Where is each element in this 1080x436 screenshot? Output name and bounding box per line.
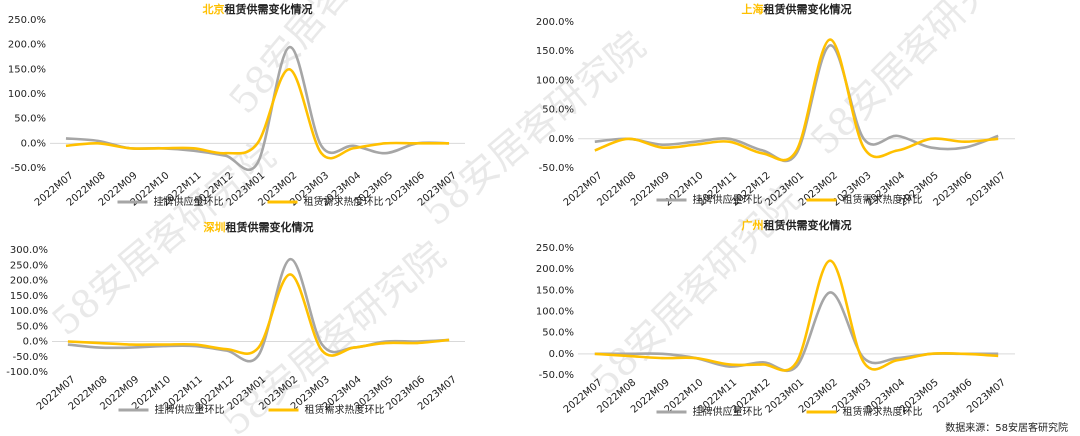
- y-tick-label: 200.0%: [8, 40, 46, 51]
- legend-label: 租赁需求热度环比: [843, 405, 923, 418]
- series-line: [67, 257, 450, 363]
- legend-label: 挂牌供应量环比: [155, 403, 225, 416]
- y-tick-label: -50.0%: [13, 352, 48, 363]
- y-tick-label: 250.0%: [536, 243, 574, 254]
- series-line: [594, 259, 999, 372]
- y-tick-label: 150.0%: [536, 285, 574, 296]
- y-tick-label: 50.0%: [16, 321, 48, 332]
- y-tick-label: 250.0%: [8, 15, 46, 26]
- chart-title: 广州租赁供需变化情况: [742, 218, 852, 232]
- chart-title: 上海租赁供需变化情况: [742, 2, 852, 16]
- legend-label: 租赁需求热度环比: [304, 195, 384, 208]
- y-tick-label: 150.0%: [536, 46, 574, 57]
- legend-label: 挂牌供应量环比: [693, 193, 763, 206]
- legend-label: 挂牌供应量环比: [154, 195, 224, 208]
- legend-label: 租赁需求热度环比: [843, 193, 923, 206]
- y-tick-label: 100.0%: [536, 307, 574, 318]
- y-tick-label: 0.0%: [21, 138, 46, 149]
- title-city: 广州: [742, 218, 764, 232]
- y-tick-label: 0.0%: [23, 337, 48, 348]
- y-tick-label: 100.0%: [536, 75, 574, 86]
- title-city: 北京: [203, 2, 225, 16]
- y-tick-label: 50.0%: [542, 328, 574, 339]
- y-tick-label: -50.0%: [539, 370, 574, 381]
- y-tick-label: -100.0%: [6, 367, 48, 378]
- series-line: [65, 68, 450, 160]
- y-tick-label: -50.0%: [11, 163, 46, 174]
- y-tick-label: 0.0%: [549, 349, 574, 360]
- y-tick-label: 100.0%: [10, 306, 48, 317]
- legend-label: 租赁需求热度环比: [305, 403, 385, 416]
- y-tick-label: 200.0%: [536, 264, 574, 275]
- title-text: 租赁供需变化情况: [225, 2, 313, 16]
- source-note: 数据来源：58安居客研究院: [945, 421, 1068, 434]
- y-tick-label: 50.0%: [542, 105, 574, 116]
- y-tick-label: 250.0%: [10, 260, 48, 271]
- y-tick-label: 200.0%: [536, 17, 574, 28]
- legend-label: 挂牌供应量环比: [693, 405, 763, 418]
- series-line: [594, 38, 999, 162]
- title-text: 租赁供需变化情况: [764, 2, 852, 16]
- y-tick-label: 150.0%: [8, 64, 46, 75]
- y-tick-label: -50.0%: [539, 163, 574, 174]
- y-tick-label: 150.0%: [10, 291, 48, 302]
- y-tick-label: 0.0%: [549, 134, 574, 145]
- y-tick-label: 100.0%: [8, 89, 46, 100]
- chart-title: 深圳租赁供需变化情况: [204, 220, 314, 234]
- y-tick-label: 50.0%: [14, 114, 46, 125]
- title-city: 上海: [742, 2, 764, 16]
- series-line: [67, 273, 450, 357]
- title-city: 深圳: [204, 220, 226, 234]
- y-tick-label: 300.0%: [10, 245, 48, 256]
- chart-title: 北京租赁供需变化情况: [203, 2, 313, 16]
- y-tick-label: 200.0%: [10, 276, 48, 287]
- title-text: 租赁供需变化情况: [764, 218, 852, 232]
- title-text: 租赁供需变化情况: [226, 220, 314, 234]
